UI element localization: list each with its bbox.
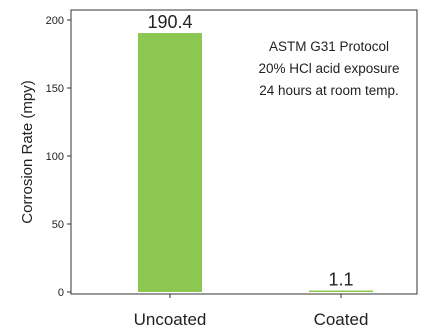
- annotation-line-3: 24 hours at room temp.: [259, 83, 399, 98]
- annotation-line-2: 20% HCl acid exposure: [258, 61, 399, 76]
- y-tick-label: 150: [46, 83, 64, 95]
- plot-frame: [70, 9, 418, 295]
- bars: 190.4 1.1: [138, 12, 373, 292]
- y-tick-label: 100: [46, 151, 64, 163]
- y-axis: 0 50 100 150 200: [46, 15, 71, 299]
- x-tick-label: Coated: [314, 310, 369, 329]
- x-tick-label: Uncoated: [134, 310, 207, 329]
- y-tick-label: 0: [58, 287, 64, 299]
- x-axis: Uncoated Coated: [134, 294, 369, 329]
- annotation-line-1: ASTM G31 Protocol: [269, 39, 389, 54]
- y-tick-label: 200: [46, 15, 64, 27]
- bar-value-label: 1.1: [328, 270, 353, 290]
- bar-coated: [309, 290, 373, 292]
- bar-uncoated: [138, 33, 202, 292]
- bar-value-label: 190.4: [147, 12, 192, 32]
- y-axis-label: Corrosion Rate (mpy): [19, 80, 36, 223]
- y-tick-label: 50: [52, 219, 64, 231]
